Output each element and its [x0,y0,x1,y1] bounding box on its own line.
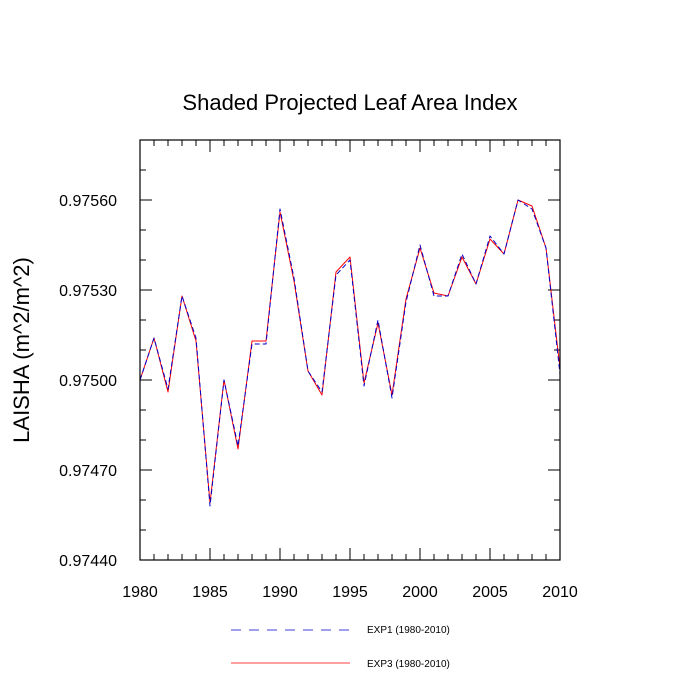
plot-frame [139,139,561,561]
x-tick-label: 1985 [192,584,228,601]
x-tick-label: 2000 [402,584,438,601]
legend: EXP1 (1980-2010) EXP3 (1980-2010) [231,625,450,670]
x-tick-label: 2005 [472,584,508,601]
y-tick-label: 0.97470 [59,463,117,480]
series-line-exp1 [139,199,561,507]
chart-title: Shaded Projected Leaf Area Index [182,90,517,115]
series-line-exp3 [139,199,561,504]
x-tick-label: 2010 [542,584,578,601]
x-tick-label: 1990 [262,584,298,601]
axis-ticks: 1980 1985 1990 1995 2000 2005 2010 0.97440 0.974… [59,139,578,601]
legend-label-exp1: EXP1 (1980-2010) [367,625,450,636]
y-tick-label: 0.97440 [59,553,117,570]
y-axis-label: LAISHA (m^2/m^2) [9,257,34,443]
y-tick-label: 0.97500 [59,373,117,390]
x-tick-label: 1995 [332,584,368,601]
y-tick-label: 0.97560 [59,193,117,210]
x-tick-label: 1980 [122,584,158,601]
series-lines [139,199,561,507]
legend-label-exp3: EXP3 (1980-2010) [367,659,450,670]
y-tick-label: 0.97530 [59,283,117,300]
